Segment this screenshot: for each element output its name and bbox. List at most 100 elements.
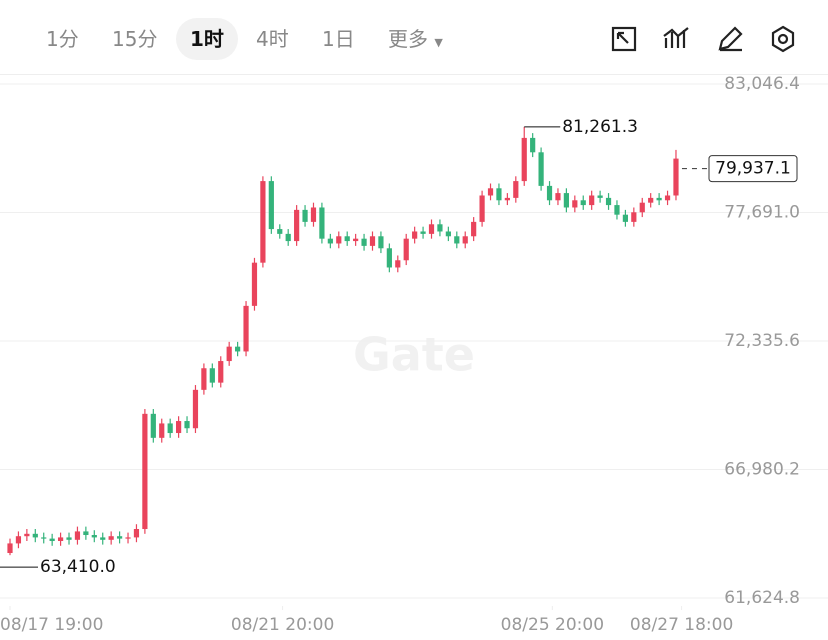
candle-body: [294, 209, 300, 242]
settings-dot: [777, 33, 789, 45]
candle-body: [83, 531, 89, 536]
candle-body: [209, 368, 215, 383]
candle-body: [327, 238, 333, 244]
candle-body: [184, 421, 190, 429]
candle-body: [420, 231, 426, 234]
candle-body: [538, 152, 544, 186]
candle-body: [243, 305, 249, 352]
candle-body: [555, 193, 561, 201]
candle-body: [49, 538, 55, 542]
divider: [0, 74, 828, 75]
candle-body: [639, 202, 645, 213]
interval-tab[interactable]: 1分: [46, 27, 79, 51]
candle-body: [412, 231, 418, 239]
candle-body: [445, 231, 451, 237]
candle-body: [648, 197, 654, 203]
interval-tab[interactable]: 1日: [322, 27, 355, 51]
candle-body: [167, 423, 173, 434]
y-tick-label: 66,980.2: [724, 460, 800, 480]
x-tick-label: 08/17 19:00: [0, 615, 103, 635]
y-tick-label: 72,335.6: [724, 331, 800, 351]
candle-body: [310, 207, 317, 222]
indicator-icon[interactable]: [663, 27, 689, 48]
candle-body: [218, 361, 224, 383]
candle-body: [479, 195, 485, 222]
candle-body: [437, 224, 443, 232]
candle-body: [344, 236, 350, 242]
settings-icon[interactable]: [771, 25, 795, 53]
candle-body: [664, 195, 671, 201]
y-tick-label: 61,624.8: [724, 588, 800, 608]
candle-body: [530, 137, 536, 153]
icons: [611, 25, 795, 53]
candle-body: [176, 421, 182, 434]
x-tick-label: 08/21 20:00: [231, 615, 334, 635]
candle-body: [572, 200, 578, 208]
interval-tab[interactable]: 15分: [112, 27, 158, 51]
fullscreen-icon[interactable]: [611, 26, 637, 52]
candle-body: [597, 195, 603, 198]
interval-tab[interactable]: 4时: [256, 27, 289, 51]
candle-body: [462, 236, 468, 244]
candle-body: [251, 262, 258, 306]
candle-body: [353, 238, 359, 242]
tool-icons: [611, 25, 795, 53]
candle-body: [201, 368, 207, 390]
candle-body: [361, 238, 367, 246]
candle-body: [133, 529, 140, 538]
candle-body: [235, 346, 241, 352]
low-marker-label: 63,410.0: [40, 557, 116, 577]
candle-body: [428, 224, 435, 234]
candle-body: [302, 209, 308, 222]
candle-body: [116, 536, 123, 539]
last-price-label: 79,937.1: [715, 159, 791, 179]
candle-body: [57, 537, 64, 542]
candle-body: [32, 533, 38, 538]
candle-body: [656, 197, 662, 201]
candle-body: [285, 233, 291, 242]
candle-body: [546, 185, 553, 201]
candle-body: [378, 236, 384, 249]
candle-body: [260, 181, 266, 263]
candle-body: [454, 236, 460, 244]
candle-body: [66, 537, 72, 540]
high-marker-label: 81,261.3: [562, 117, 638, 137]
candle-body: [159, 423, 165, 438]
candle-body: [108, 536, 114, 540]
candle-body: [471, 221, 477, 237]
candle-body: [487, 188, 494, 196]
candle-body: [150, 413, 156, 438]
candle-body: [125, 537, 131, 539]
candle-body: [277, 229, 283, 234]
candle-body: [336, 236, 342, 244]
y-tick-label: 77,691.0: [724, 203, 800, 223]
candle-body: [369, 236, 376, 246]
y-tick-label: 83,046.4: [724, 74, 800, 94]
watermark: Gate: [353, 328, 475, 382]
candle-body: [24, 533, 30, 537]
candle-body: [7, 543, 13, 554]
candle-body: [589, 195, 595, 206]
fullscreen-arrow: [616, 31, 629, 44]
more-menu[interactable]: 更多 ▼: [388, 27, 443, 51]
candle-body: [395, 260, 401, 268]
candle-body: [631, 212, 637, 222]
more-label: 更多: [388, 27, 428, 51]
x-tick-label: 08/25 20:00: [501, 615, 604, 635]
candle-body: [614, 205, 620, 215]
candle-body: [268, 181, 274, 230]
candle-body: [521, 137, 527, 182]
candle-body: [673, 158, 679, 196]
candle-body: [91, 535, 97, 538]
candle-body: [504, 197, 510, 201]
candle-body: [580, 200, 586, 206]
interval-tab[interactable]: 1时: [176, 18, 238, 60]
candle-body: [563, 193, 569, 208]
candle-body: [386, 248, 392, 268]
last-price-box: [708, 155, 798, 183]
candle-body: [15, 536, 22, 544]
draw-icon[interactable]: [718, 26, 743, 52]
candle-body: [192, 389, 199, 429]
candle-body: [496, 188, 502, 201]
